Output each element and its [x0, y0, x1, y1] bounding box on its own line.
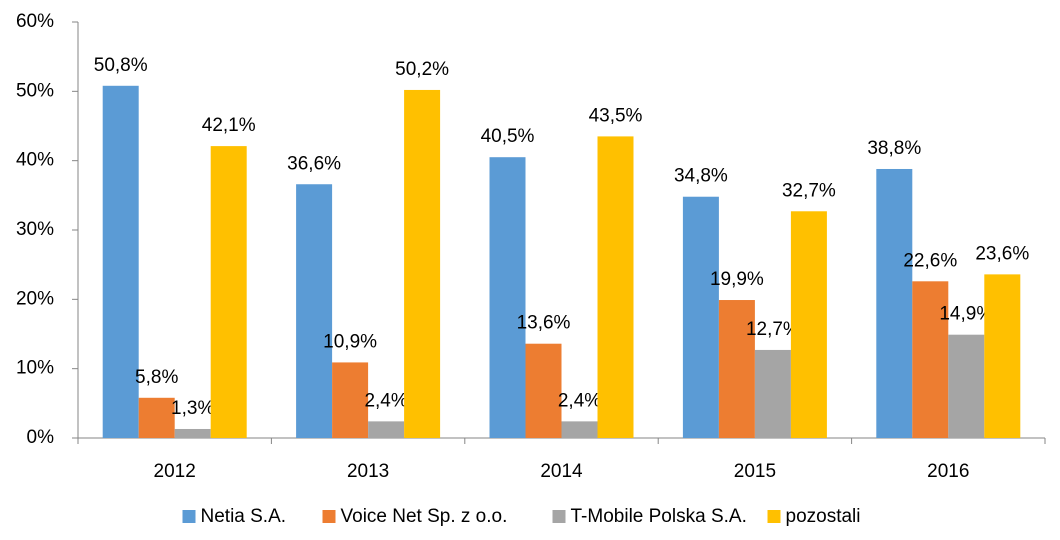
bar	[210, 146, 247, 438]
legend-swatch	[182, 510, 196, 523]
bar	[790, 211, 827, 438]
x-tick-label: 2015	[734, 461, 776, 482]
x-tick-label: 2012	[154, 461, 196, 482]
y-tick-label: 0%	[27, 427, 55, 448]
bar	[332, 362, 369, 438]
data-label: 14,9%	[939, 304, 993, 325]
data-label: 40,5%	[481, 126, 535, 147]
legend-swatch	[552, 510, 566, 523]
y-tick-label: 60%	[16, 11, 54, 32]
legend-label: pozostali	[786, 506, 861, 527]
bar	[296, 184, 333, 438]
bar	[368, 421, 405, 438]
data-label: 50,8%	[94, 55, 148, 76]
data-label: 2,4%	[364, 390, 407, 411]
data-label: 32,7%	[782, 180, 836, 201]
bar	[984, 274, 1021, 438]
data-label: 34,8%	[674, 166, 728, 187]
bar	[682, 196, 719, 438]
legend-label: Netia S.A.	[201, 506, 287, 527]
bar	[174, 428, 211, 438]
y-tick-label: 40%	[16, 150, 54, 171]
data-label: 42,1%	[202, 115, 256, 136]
y-tick-label: 50%	[16, 80, 54, 101]
data-label: 50,2%	[395, 59, 449, 80]
bar	[525, 343, 562, 438]
legend-label: T-Mobile Polska S.A.	[571, 506, 747, 527]
bar	[754, 349, 791, 438]
data-label: 23,6%	[975, 243, 1029, 264]
y-tick-label: 30%	[16, 219, 54, 240]
x-tick-label: 2013	[347, 461, 389, 482]
data-label: 43,5%	[589, 105, 643, 126]
data-label: 19,9%	[710, 269, 764, 290]
data-label: 5,8%	[135, 367, 178, 388]
y-tick-label: 10%	[16, 358, 54, 379]
bar	[876, 168, 913, 438]
bar	[404, 89, 441, 439]
y-tick-label: 20%	[16, 288, 54, 309]
x-tick-label: 2014	[540, 461, 583, 482]
data-label: 22,6%	[903, 250, 957, 271]
bar	[718, 300, 755, 438]
bar	[489, 157, 526, 438]
legend-swatch	[767, 510, 781, 523]
x-tick-label: 2016	[927, 461, 969, 482]
data-label: 2,4%	[558, 390, 601, 411]
legend-swatch	[322, 510, 336, 523]
legend-label: Voice Net Sp. z o.o.	[341, 506, 508, 527]
bar	[138, 397, 175, 438]
bar	[597, 136, 634, 438]
bar	[102, 85, 139, 438]
data-label: 1,3%	[171, 398, 214, 419]
bar	[561, 421, 598, 438]
data-label: 38,8%	[867, 138, 921, 159]
data-label: 12,7%	[746, 319, 800, 340]
bar	[912, 281, 949, 438]
bar	[948, 334, 985, 438]
data-label: 10,9%	[323, 331, 377, 352]
data-label: 36,6%	[287, 153, 341, 174]
data-label: 13,6%	[517, 313, 571, 334]
